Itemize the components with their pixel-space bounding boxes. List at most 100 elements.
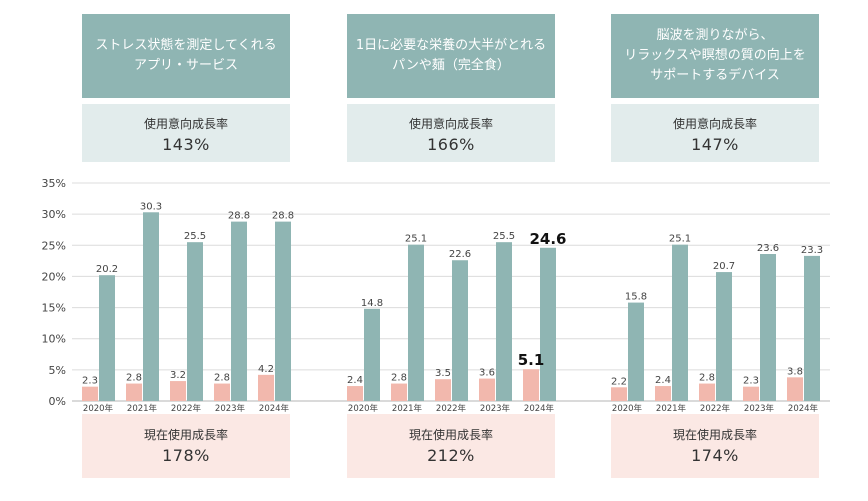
bar-usage-intent [452,260,468,401]
panel-3-title: 脳波を測りながら、 リラックスや瞑想の質の向上を サポートするデバイス [611,14,819,98]
x-tick-label: 2021年 [127,403,158,414]
data-label: 3.6 [479,368,495,379]
data-label: 20.2 [96,264,118,275]
panel-3-intent-value: 147% [691,135,739,154]
bar-usage-intent [408,244,424,401]
bar-current-usage [214,383,230,401]
panel-1-intent-value: 143% [162,135,210,154]
bar-usage-intent [231,221,247,401]
y-tick-label: 10% [42,333,66,346]
bar-usage-intent [628,302,644,401]
bar-current-usage [258,374,274,401]
panel-3-intent-label: 使用意向成長率 [672,117,757,131]
data-label: 2.8 [214,373,230,384]
panel-1-intent-label: 使用意向成長率 [143,117,228,131]
bar-usage-intent [143,212,159,401]
y-tick-label: 30% [42,208,66,221]
bar-usage-intent [275,221,291,401]
panel-2-intent-value: 166% [427,135,475,154]
bar-current-usage [347,386,363,401]
data-label: 23.6 [757,243,779,254]
bar-current-usage [743,386,759,401]
panel-3-usage-label: 現在使用成長率 [672,428,757,442]
x-tick-label: 2022年 [171,403,202,414]
x-tick-label: 2023年 [480,403,511,414]
data-label: 28.8 [228,211,250,222]
panel-3-usage-box: 現在使用成長率 174% [611,414,819,478]
bar-usage-intent [364,308,380,401]
data-label: 3.5 [435,368,451,379]
data-label: 25.1 [669,234,691,245]
data-label: 2.8 [699,373,715,384]
x-tick-label: 2024年 [259,403,290,414]
x-tick-label: 2022年 [436,403,467,414]
panel-1-title: ストレス状態を測定してくれる アプリ・サービス [82,14,290,98]
bar-current-usage [523,369,539,401]
panel-2-intent-box: 使用意向成長率 166% [347,104,555,162]
x-tick-label: 2021年 [392,403,423,414]
y-tick-label: 35% [42,177,66,190]
data-label: 2.3 [743,376,759,387]
data-label: 2.3 [82,376,98,387]
panel-2-title: 1日に必要な栄養の大半がとれる パンや麺（完全食） [347,14,555,98]
data-label: 2.2 [611,376,627,387]
x-tick-label: 2024年 [788,403,819,414]
data-label: 23.3 [801,245,823,256]
x-tick-label: 2023年 [744,403,775,414]
data-label: 25.5 [493,231,515,242]
bar-current-usage [479,378,495,401]
bar-usage-intent [187,242,203,401]
data-label: 4.2 [258,364,274,375]
panel-2-intent-label: 使用意向成長率 [408,117,493,131]
data-label: 22.6 [449,249,471,260]
y-tick-label: 5% [49,364,66,377]
bar-current-usage [655,386,671,401]
bar-current-usage [170,381,186,401]
x-tick-label: 2021年 [656,403,687,414]
bar-current-usage [435,379,451,401]
panel-2-usage-value: 212% [427,446,475,465]
data-label: 15.8 [625,292,647,303]
x-tick-label: 2020年 [83,403,114,414]
data-label: 3.8 [787,366,803,377]
data-label: 14.8 [361,298,383,309]
panel-1-usage-value: 178% [162,446,210,465]
data-label: 2.8 [391,373,407,384]
bar-usage-intent [540,247,556,401]
bar-current-usage [699,383,715,401]
bar-usage-intent [716,272,732,401]
y-tick-label: 20% [42,270,66,283]
data-label: 20.7 [713,261,735,272]
x-tick-label: 2022年 [700,403,731,414]
x-tick-label: 2020年 [348,403,379,414]
panel-1-usage-label: 現在使用成長率 [143,428,228,442]
data-label: 5.1 [518,351,545,369]
bar-current-usage [611,387,627,401]
data-label: 3.2 [170,370,186,381]
y-tick-label: 0% [49,395,66,408]
bar-usage-intent [99,275,115,401]
data-label: 24.6 [529,230,566,248]
y-tick-label: 25% [42,239,66,252]
data-label: 25.1 [405,234,427,245]
bar-usage-intent [496,242,512,401]
data-label: 30.3 [140,201,162,212]
bar-usage-intent [760,254,776,401]
data-label: 25.5 [184,231,206,242]
data-label: 2.8 [126,373,142,384]
bar-current-usage [391,383,407,401]
y-tick-label: 15% [42,302,66,315]
x-tick-label: 2023年 [215,403,246,414]
x-tick-label: 2024年 [524,403,555,414]
panel-1-intent-box: 使用意向成長率 143% [82,104,290,162]
panel-1-usage-box: 現在使用成長率 178% [82,414,290,478]
bar-current-usage [126,383,142,401]
panel-3-intent-box: 使用意向成長率 147% [611,104,819,162]
data-label: 2.4 [347,375,363,386]
data-label: 28.8 [272,211,294,222]
bar-usage-intent [672,244,688,401]
bar-current-usage [82,386,98,401]
data-label: 2.4 [655,375,671,386]
panel-3-usage-value: 174% [691,446,739,465]
